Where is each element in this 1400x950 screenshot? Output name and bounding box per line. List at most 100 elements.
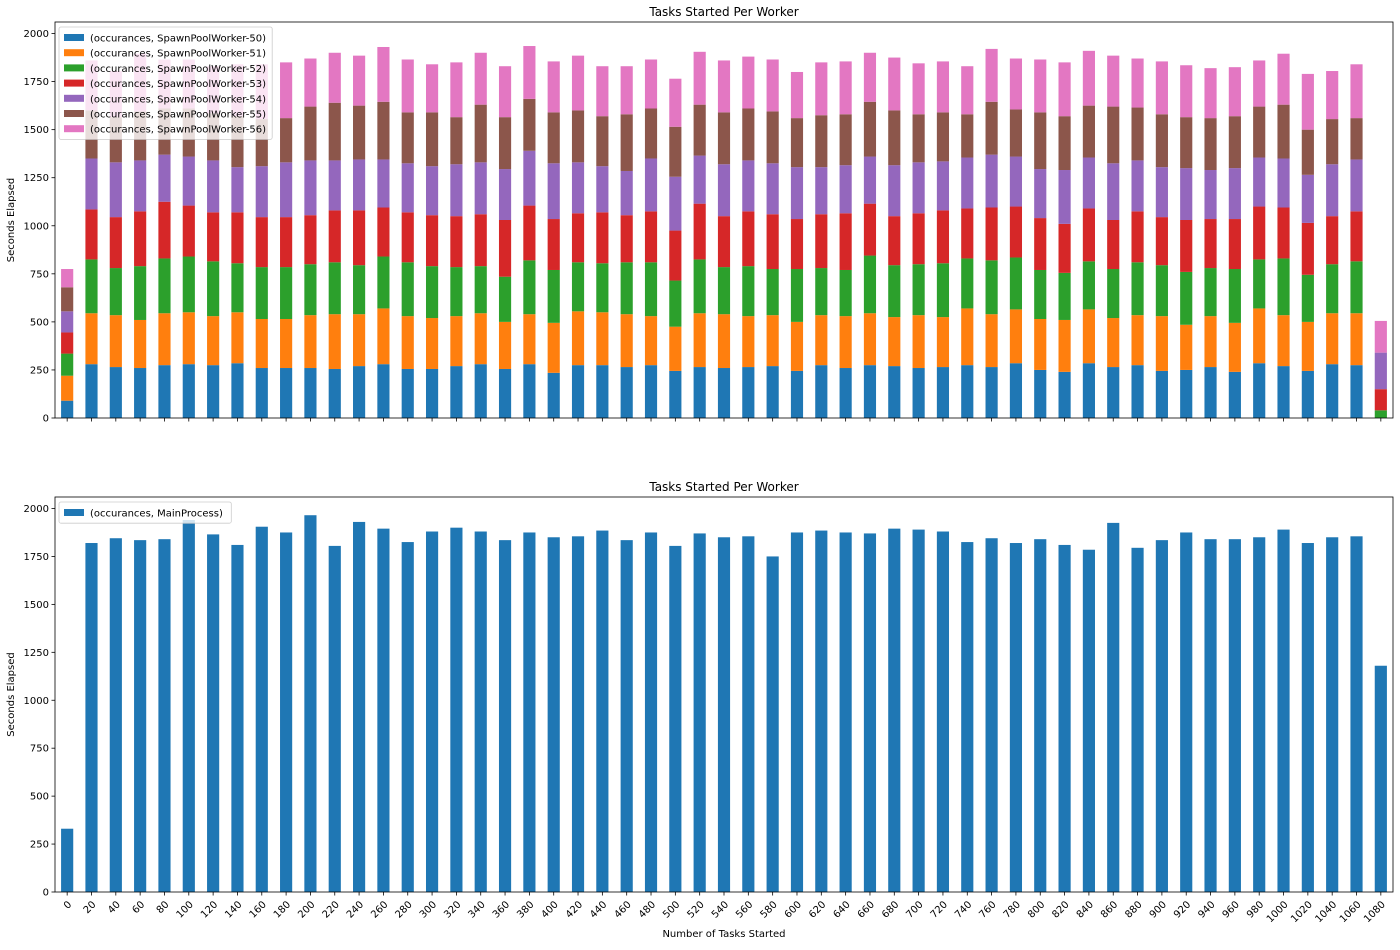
legend-label: (occurances, MainProcess) xyxy=(90,509,223,520)
bar-series-1-540 xyxy=(717,314,731,369)
x-tick-label: 1040 xyxy=(1313,899,1339,925)
bar-series-5-280 xyxy=(401,112,414,164)
bar-series-4-980 xyxy=(1253,157,1266,207)
bar-series-1-620 xyxy=(815,315,828,366)
bar-series-5-1020 xyxy=(1301,129,1314,175)
bar-series-6-520 xyxy=(693,51,706,105)
bar-series-4-340 xyxy=(474,162,487,215)
bar-series-3-280 xyxy=(401,212,414,263)
bar-series-6-980 xyxy=(1253,60,1266,107)
bar-series-5-680 xyxy=(888,110,901,166)
bar-series-2-180 xyxy=(280,267,293,319)
bar-series-3-0 xyxy=(61,332,74,354)
bar-series-5-720 xyxy=(936,112,950,162)
bar-series-2-80 xyxy=(158,258,171,314)
bar-series-3-180 xyxy=(280,217,293,268)
bar-series-3-600 xyxy=(790,219,804,270)
bar-series-3-740 xyxy=(961,208,974,259)
y-tick-label: 750 xyxy=(30,269,49,280)
bar-series-6-560 xyxy=(742,56,755,109)
bar-series-3-840 xyxy=(1082,208,1095,262)
bar-series-4-860 xyxy=(1107,163,1120,220)
bar-series-3-880 xyxy=(1131,211,1144,263)
bar-series-0-420 xyxy=(571,365,585,418)
bar-series-0-580 xyxy=(766,366,779,418)
bar-series-2-140 xyxy=(231,263,244,313)
bar-series-0-580 xyxy=(766,556,779,892)
bar-series-1-800 xyxy=(1034,319,1047,370)
bar-series-2-1060 xyxy=(1350,261,1363,314)
bar-series-0-960 xyxy=(1228,371,1241,418)
bar-series-4-1000 xyxy=(1277,158,1290,208)
y-tick-label: 1500 xyxy=(24,125,49,136)
bar-series-2-680 xyxy=(888,265,901,318)
bar-series-2-940 xyxy=(1204,268,1217,317)
bar-series-5-920 xyxy=(1180,117,1193,169)
bar-series-0-340 xyxy=(474,531,487,892)
bar-series-3-720 xyxy=(936,210,950,264)
bar-series-4-80 xyxy=(158,154,171,202)
bar-series-0-500 xyxy=(669,545,682,892)
bar-series-1-340 xyxy=(474,313,487,365)
bar-series-3-780 xyxy=(1009,206,1023,258)
bar-series-0-860 xyxy=(1107,367,1120,418)
bar-series-0-120 xyxy=(207,534,220,892)
bar-series-5-640 xyxy=(839,114,852,166)
bar-series-1-60 xyxy=(134,319,147,369)
bar-series-4-580 xyxy=(766,163,779,215)
bar-series-0-1060 xyxy=(1350,365,1363,418)
bar-series-6-720 xyxy=(936,61,950,113)
x-tick-label: 220 xyxy=(321,899,342,920)
bar-series-0-1000 xyxy=(1277,366,1290,418)
x-tick-label: 1000 xyxy=(1265,899,1291,925)
x-tick-label: 280 xyxy=(394,899,415,920)
bar-series-6-920 xyxy=(1180,65,1193,118)
bar-series-4-700 xyxy=(912,162,925,214)
bar-series-0-700 xyxy=(912,529,925,892)
bar-series-0-460 xyxy=(620,367,633,418)
bar-series-2-620 xyxy=(815,268,828,316)
bar-series-3-820 xyxy=(1058,223,1071,273)
bar-series-4-880 xyxy=(1131,160,1144,212)
bar-series-4-460 xyxy=(620,170,633,216)
bar-series-3-80 xyxy=(158,201,171,259)
bar-series-2-520 xyxy=(693,259,706,314)
x-tick-label: 960 xyxy=(1221,899,1242,920)
bar-series-2-320 xyxy=(450,267,463,317)
bar-series-0-40 xyxy=(109,367,122,418)
bar-series-0-520 xyxy=(693,367,706,418)
bar-series-1-200 xyxy=(304,315,317,369)
bar-series-3-940 xyxy=(1204,219,1217,269)
y-tick-label: 1000 xyxy=(24,221,49,232)
x-tick-label: 80 xyxy=(155,899,172,916)
bar-series-3-440 xyxy=(596,212,609,264)
bar-series-1-480 xyxy=(644,316,658,366)
x-tick-label: 640 xyxy=(831,899,852,920)
bar-series-4-100 xyxy=(182,156,195,206)
bar-series-2-120 xyxy=(207,261,220,317)
bar-series-3-700 xyxy=(912,213,925,265)
bar-series-5-940 xyxy=(1204,118,1217,171)
bar-series-6-940 xyxy=(1204,68,1217,119)
x-tick-label: 700 xyxy=(904,899,925,920)
x-tick-label: 1020 xyxy=(1289,899,1315,925)
bar-series-0-880 xyxy=(1131,365,1144,418)
bar-series-5-840 xyxy=(1082,105,1095,158)
bar-series-6-440 xyxy=(596,66,609,117)
bar-series-6-860 xyxy=(1107,55,1120,107)
legend-label: (occurances, SpawnPoolWorker-51) xyxy=(90,49,266,60)
bar-series-3-1060 xyxy=(1350,211,1363,262)
bar-series-2-0 xyxy=(61,353,74,376)
legend-label: (occurances, SpawnPoolWorker-56) xyxy=(90,125,266,136)
bar-series-4-280 xyxy=(401,163,414,213)
x-tick-label: 860 xyxy=(1099,899,1120,920)
bar-series-5-740 xyxy=(961,114,974,158)
bar-series-0-720 xyxy=(936,531,950,892)
y-axis-label: Seconds Elapsed xyxy=(6,178,17,262)
bar-series-0-540 xyxy=(717,537,731,892)
x-tick-label: 840 xyxy=(1075,899,1096,920)
bar-series-6-1060 xyxy=(1350,64,1363,119)
legend-swatch xyxy=(64,64,84,72)
y-tick-label: 1500 xyxy=(24,600,49,611)
x-tick-label: 480 xyxy=(637,899,658,920)
